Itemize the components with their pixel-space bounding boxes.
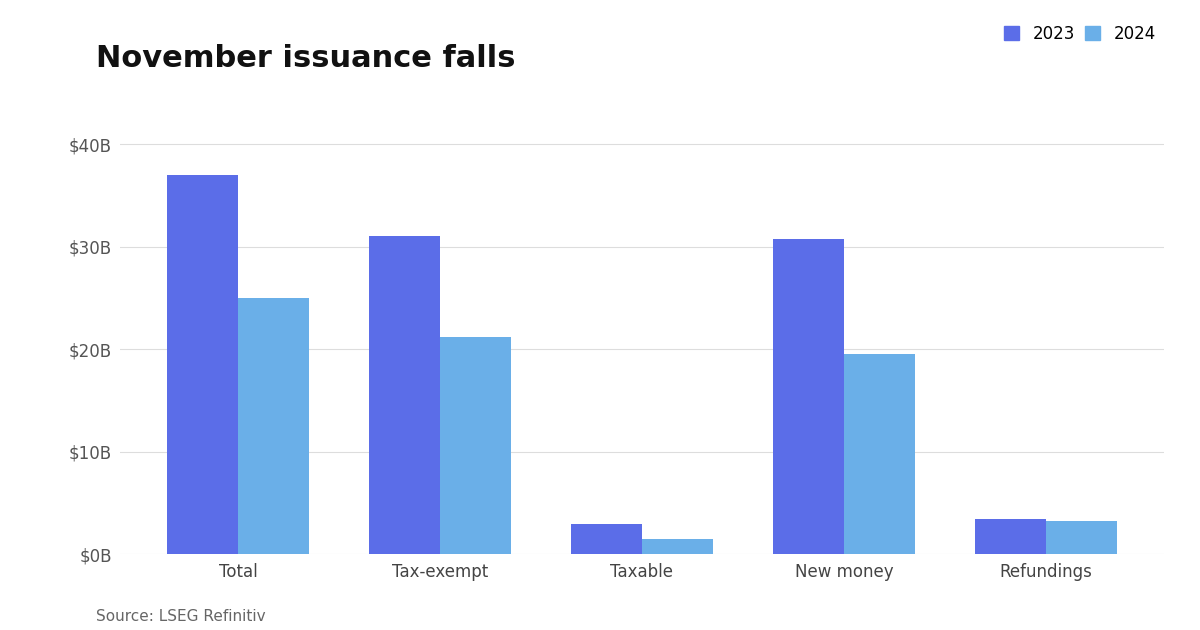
Legend: 2023, 2024: 2023, 2024 [1004,25,1156,43]
Bar [571,524,642,554]
Text: Source: LSEG Refinitiv: Source: LSEG Refinitiv [96,609,265,624]
Bar [773,239,844,554]
Text: November issuance falls: November issuance falls [96,44,516,73]
Bar [238,298,308,554]
Bar [976,518,1046,554]
Bar [1046,520,1116,554]
Bar [370,236,440,554]
Bar [168,175,238,554]
Bar [844,355,914,554]
Bar [642,539,713,554]
Bar [440,337,511,554]
